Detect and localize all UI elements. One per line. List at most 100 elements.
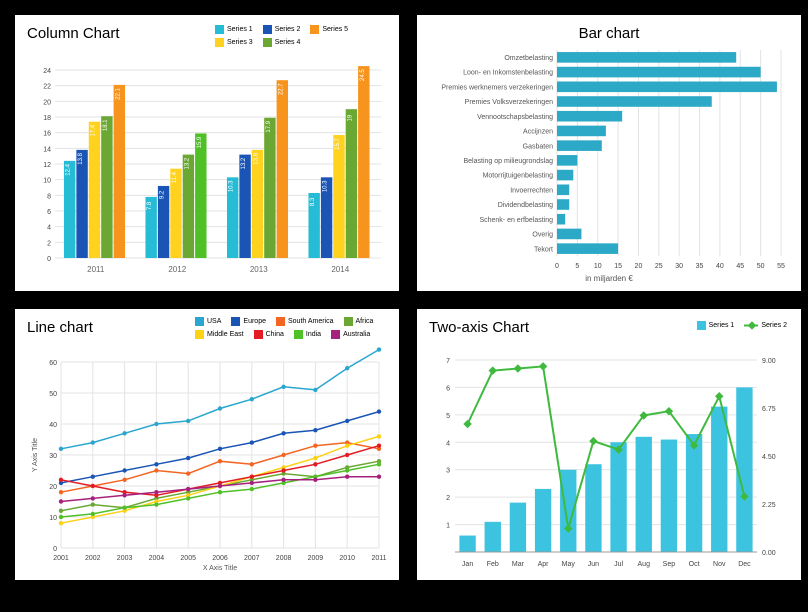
svg-text:20: 20 [49,484,57,491]
svg-text:11.4: 11.4 [172,171,178,183]
svg-text:2.25: 2.25 [762,502,776,509]
svg-text:10.3: 10.3 [323,180,329,192]
svg-text:2006: 2006 [212,555,228,562]
svg-text:20: 20 [43,99,51,106]
legend-label: Series 4 [275,39,301,46]
svg-text:13.8: 13.8 [78,152,84,164]
svg-text:17.9: 17.9 [266,120,272,132]
legend-item: Middle East [195,330,244,339]
bar-chart-caption: in miljarden € [429,274,789,283]
svg-text:0: 0 [53,546,57,553]
two-axis-chart-legend: Series 1 Series 2 [697,321,787,330]
svg-text:2014: 2014 [331,265,349,274]
svg-text:4.50: 4.50 [762,454,776,461]
two-axis-chart-panel: Two-axis Chart Series 1Series 2 12345670… [414,306,804,583]
svg-text:18.1: 18.1 [103,119,109,131]
legend-item: China [254,330,284,339]
svg-text:Invoerrechten: Invoerrechten [510,187,553,194]
svg-text:2007: 2007 [244,555,260,562]
legend-label: Europe [243,318,266,325]
svg-text:3: 3 [446,468,450,475]
svg-text:Omzetbelasting: Omzetbelasting [504,55,553,62]
svg-text:Schenk- en erfbelasting: Schenk- en erfbelasting [479,217,553,224]
svg-text:15.9: 15.9 [197,136,203,148]
legend-item: Africa [344,317,374,326]
legend-item: Europe [231,317,266,326]
svg-text:22: 22 [43,84,51,91]
two-axis-chart-svg: 12345670.002.254.506.759.00JanFebMarAprM… [429,340,789,572]
svg-text:6: 6 [446,385,450,392]
svg-text:Apr: Apr [538,561,550,568]
svg-text:Jan: Jan [462,561,473,568]
svg-text:55: 55 [777,263,785,270]
svg-text:4: 4 [446,440,450,447]
svg-text:10: 10 [43,178,51,185]
legend-label: Series 1 [709,322,735,329]
legend-item: South America [276,317,334,326]
svg-text:25: 25 [655,263,663,270]
svg-text:17.4: 17.4 [90,124,96,136]
svg-text:45: 45 [736,263,744,270]
legend-label: Series 2 [761,322,787,329]
legend-label: Middle East [207,331,244,338]
svg-text:2: 2 [47,240,51,247]
column-chart-legend: Series 1Series 2Series 5Series 3Series 4 [215,25,385,47]
svg-text:40: 40 [716,263,724,270]
svg-text:Aug: Aug [638,561,651,568]
svg-text:2010: 2010 [339,555,355,562]
svg-text:7: 7 [446,358,450,365]
svg-text:Gasbaten: Gasbaten [523,143,553,150]
svg-text:1: 1 [446,523,450,530]
legend-item: Series 2 [744,321,787,330]
svg-text:Feb: Feb [487,561,499,568]
svg-text:5: 5 [446,413,450,420]
svg-text:24: 24 [43,68,51,75]
legend-item: Series 1 [215,25,253,34]
svg-text:Belasting op milieugrondslag: Belasting op milieugrondslag [464,158,554,165]
svg-text:22.7: 22.7 [278,83,284,95]
legend-item: Series 1 [697,321,735,330]
svg-text:0: 0 [47,256,51,263]
svg-text:22.1: 22.1 [115,87,121,99]
svg-text:10: 10 [594,263,602,270]
svg-text:10: 10 [49,515,57,522]
line-chart-svg: 0102030405060200120022003200420052006200… [27,340,387,572]
svg-text:24.5: 24.5 [360,69,366,81]
column-chart-svg: 02468101214161820222412.413.817.418.122.… [27,46,387,276]
svg-text:Dec: Dec [738,561,751,568]
legend-label: Series 1 [227,26,253,33]
legend-label: India [306,331,321,338]
svg-text:2011: 2011 [87,265,105,274]
legend-label: USA [207,318,221,325]
legend-label: China [266,331,284,338]
svg-text:2009: 2009 [308,555,324,562]
svg-text:5: 5 [575,263,579,270]
chart-grid: Column Chart Series 1Series 2Series 5Ser… [12,12,796,583]
legend-label: Africa [356,318,374,325]
svg-text:Sep: Sep [663,561,676,568]
legend-label: Australia [343,331,370,338]
svg-text:May: May [562,561,576,568]
svg-text:35: 35 [696,263,704,270]
svg-text:2011: 2011 [371,555,386,562]
svg-text:4: 4 [47,225,51,232]
svg-text:Premies Volksverzekeringen: Premies Volksverzekeringen [465,99,553,106]
svg-text:Jun: Jun [588,561,599,568]
svg-text:2012: 2012 [168,265,186,274]
bar-chart-panel: Bar chart 0510152025303540455055Omzetbel… [414,12,804,294]
svg-text:19: 19 [347,114,353,121]
svg-text:16: 16 [43,131,51,138]
svg-text:Nov: Nov [713,561,726,568]
svg-text:Y Axis Title: Y Axis Title [32,438,39,472]
svg-text:8.3: 8.3 [310,197,316,206]
line-chart-panel: Line chart USAEuropeSouth AmericaAfricaM… [12,306,402,583]
svg-text:13.2: 13.2 [241,157,247,169]
line-chart-legend: USA Europe South America Africa Middle East C… [195,317,385,339]
svg-text:Vennootschapsbelasting: Vennootschapsbelasting [477,114,553,121]
svg-text:Jul: Jul [614,561,623,568]
svg-text:Premies werknemers verzekering: Premies werknemers verzekeringen [441,84,553,91]
svg-text:12: 12 [43,162,51,169]
svg-text:12.4: 12.4 [66,163,72,175]
svg-text:Dividendbelasting: Dividendbelasting [498,202,553,209]
svg-text:9.00: 9.00 [762,358,776,365]
